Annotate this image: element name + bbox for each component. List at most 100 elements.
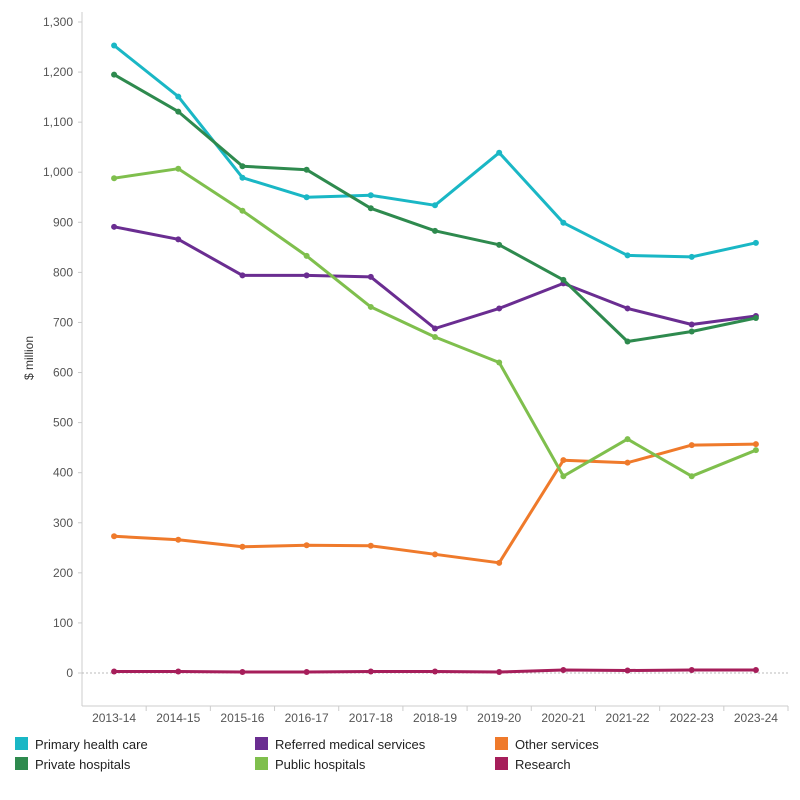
data-point-other-services[interactable] xyxy=(496,559,503,566)
data-point-primary-health-care[interactable] xyxy=(496,149,503,156)
data-point-referred-medical-services[interactable] xyxy=(688,321,695,328)
series-referred-medical-services xyxy=(111,223,759,332)
legend-label: Private hospitals xyxy=(35,757,131,772)
data-point-public-hospitals[interactable] xyxy=(752,447,759,454)
data-point-public-hospitals[interactable] xyxy=(560,473,567,480)
data-point-public-hospitals[interactable] xyxy=(175,165,182,172)
x-tick-label: 2017-18 xyxy=(349,711,393,725)
data-point-other-services[interactable] xyxy=(111,533,118,540)
legend-label: Research xyxy=(515,757,571,772)
data-point-research[interactable] xyxy=(175,668,182,675)
data-point-public-hospitals[interactable] xyxy=(432,333,438,340)
series-line-public-hospitals xyxy=(112,167,758,478)
data-point-private-hospitals[interactable] xyxy=(303,166,310,173)
y-tick-label: 1,300 xyxy=(43,15,73,29)
data-point-private-hospitals[interactable] xyxy=(560,276,567,283)
data-point-other-services[interactable] xyxy=(367,542,374,549)
series-group xyxy=(111,42,759,675)
y-tick-label: 900 xyxy=(53,215,73,229)
y-tick-label: 1,000 xyxy=(43,165,73,179)
axes xyxy=(81,12,788,707)
data-point-other-services[interactable] xyxy=(303,542,310,549)
data-point-public-hospitals[interactable] xyxy=(239,207,246,214)
data-point-other-services[interactable] xyxy=(688,442,695,449)
legend: Primary health care Referred medical serv… xyxy=(15,737,599,772)
legend-item-research[interactable]: Research xyxy=(495,757,571,772)
data-point-primary-health-care[interactable] xyxy=(175,93,182,100)
series-line-other-services xyxy=(112,442,758,565)
legend-swatch xyxy=(15,737,28,750)
data-point-referred-medical-services[interactable] xyxy=(432,325,438,332)
data-point-referred-medical-services[interactable] xyxy=(239,272,246,279)
data-point-research[interactable] xyxy=(432,668,438,675)
legend-swatch xyxy=(15,757,28,770)
data-point-private-hospitals[interactable] xyxy=(367,205,374,212)
data-point-other-services[interactable] xyxy=(752,441,759,448)
data-point-primary-health-care[interactable] xyxy=(752,239,759,246)
series-line-referred-medical-services xyxy=(112,225,758,330)
data-point-primary-health-care[interactable] xyxy=(688,253,695,260)
y-tick-label: 800 xyxy=(53,265,73,279)
data-point-private-hospitals[interactable] xyxy=(752,314,759,321)
legend-item-other-services[interactable]: Other services xyxy=(495,737,599,752)
data-point-private-hospitals[interactable] xyxy=(111,71,118,78)
data-point-research[interactable] xyxy=(624,667,631,674)
legend-label: Other services xyxy=(515,737,599,752)
legend-item-primary-health-care[interactable]: Primary health care xyxy=(15,737,148,752)
data-point-referred-medical-services[interactable] xyxy=(303,272,310,279)
y-tick-label: 200 xyxy=(53,566,73,580)
data-point-research[interactable] xyxy=(303,668,310,675)
data-point-research[interactable] xyxy=(752,666,759,673)
legend-swatch xyxy=(495,757,508,770)
data-point-research[interactable] xyxy=(111,668,118,675)
x-axis-ticks: 2013-14 2014-15 2015-16 2016-17 2017-18 2018-… xyxy=(92,706,789,725)
data-point-research[interactable] xyxy=(367,668,374,675)
data-point-private-hospitals[interactable] xyxy=(624,338,631,345)
data-point-public-hospitals[interactable] xyxy=(303,252,310,259)
data-point-private-hospitals[interactable] xyxy=(432,227,438,234)
data-point-referred-medical-services[interactable] xyxy=(175,236,182,243)
x-tick-label: 2018-19 xyxy=(413,711,457,725)
legend-item-referred-medical-services[interactable]: Referred medical services xyxy=(255,737,426,752)
data-point-research[interactable] xyxy=(496,668,503,675)
data-point-research[interactable] xyxy=(560,666,567,673)
data-point-primary-health-care[interactable] xyxy=(367,192,374,199)
data-point-other-services[interactable] xyxy=(175,536,182,543)
data-point-other-services[interactable] xyxy=(560,457,567,464)
data-point-referred-medical-services[interactable] xyxy=(496,305,503,312)
x-tick-label: 2015-16 xyxy=(220,711,264,725)
data-point-primary-health-care[interactable] xyxy=(560,219,567,226)
data-point-primary-health-care[interactable] xyxy=(624,252,631,259)
data-point-primary-health-care[interactable] xyxy=(303,194,310,201)
data-point-public-hospitals[interactable] xyxy=(624,436,631,443)
data-point-research[interactable] xyxy=(688,666,695,673)
legend-item-private-hospitals[interactable]: Private hospitals xyxy=(15,757,131,772)
data-point-private-hospitals[interactable] xyxy=(239,163,246,170)
legend-item-public-hospitals[interactable]: Public hospitals xyxy=(255,757,366,772)
series-line-primary-health-care xyxy=(112,44,758,259)
data-point-research[interactable] xyxy=(239,668,246,675)
data-point-primary-health-care[interactable] xyxy=(239,174,246,181)
data-point-public-hospitals[interactable] xyxy=(688,473,695,480)
data-point-public-hospitals[interactable] xyxy=(111,175,118,182)
data-point-other-services[interactable] xyxy=(239,543,246,550)
data-point-public-hospitals[interactable] xyxy=(496,359,503,366)
x-tick-label: 2013-14 xyxy=(92,711,136,725)
data-point-primary-health-care[interactable] xyxy=(111,42,118,49)
y-tick-label: 700 xyxy=(53,315,73,329)
data-point-primary-health-care[interactable] xyxy=(432,202,438,209)
x-tick-label: 2021-22 xyxy=(606,711,650,725)
data-point-referred-medical-services[interactable] xyxy=(624,305,631,312)
data-point-other-services[interactable] xyxy=(432,551,438,558)
data-point-other-services[interactable] xyxy=(624,459,631,466)
data-point-private-hospitals[interactable] xyxy=(688,328,695,335)
data-point-private-hospitals[interactable] xyxy=(496,241,503,248)
data-point-public-hospitals[interactable] xyxy=(367,303,374,310)
x-tick-label: 2016-17 xyxy=(285,711,329,725)
data-point-referred-medical-services[interactable] xyxy=(111,223,118,230)
data-point-referred-medical-services[interactable] xyxy=(367,273,374,280)
y-tick-label: 400 xyxy=(53,466,73,480)
y-tick-label: 1,100 xyxy=(43,115,73,129)
data-point-private-hospitals[interactable] xyxy=(175,108,182,115)
